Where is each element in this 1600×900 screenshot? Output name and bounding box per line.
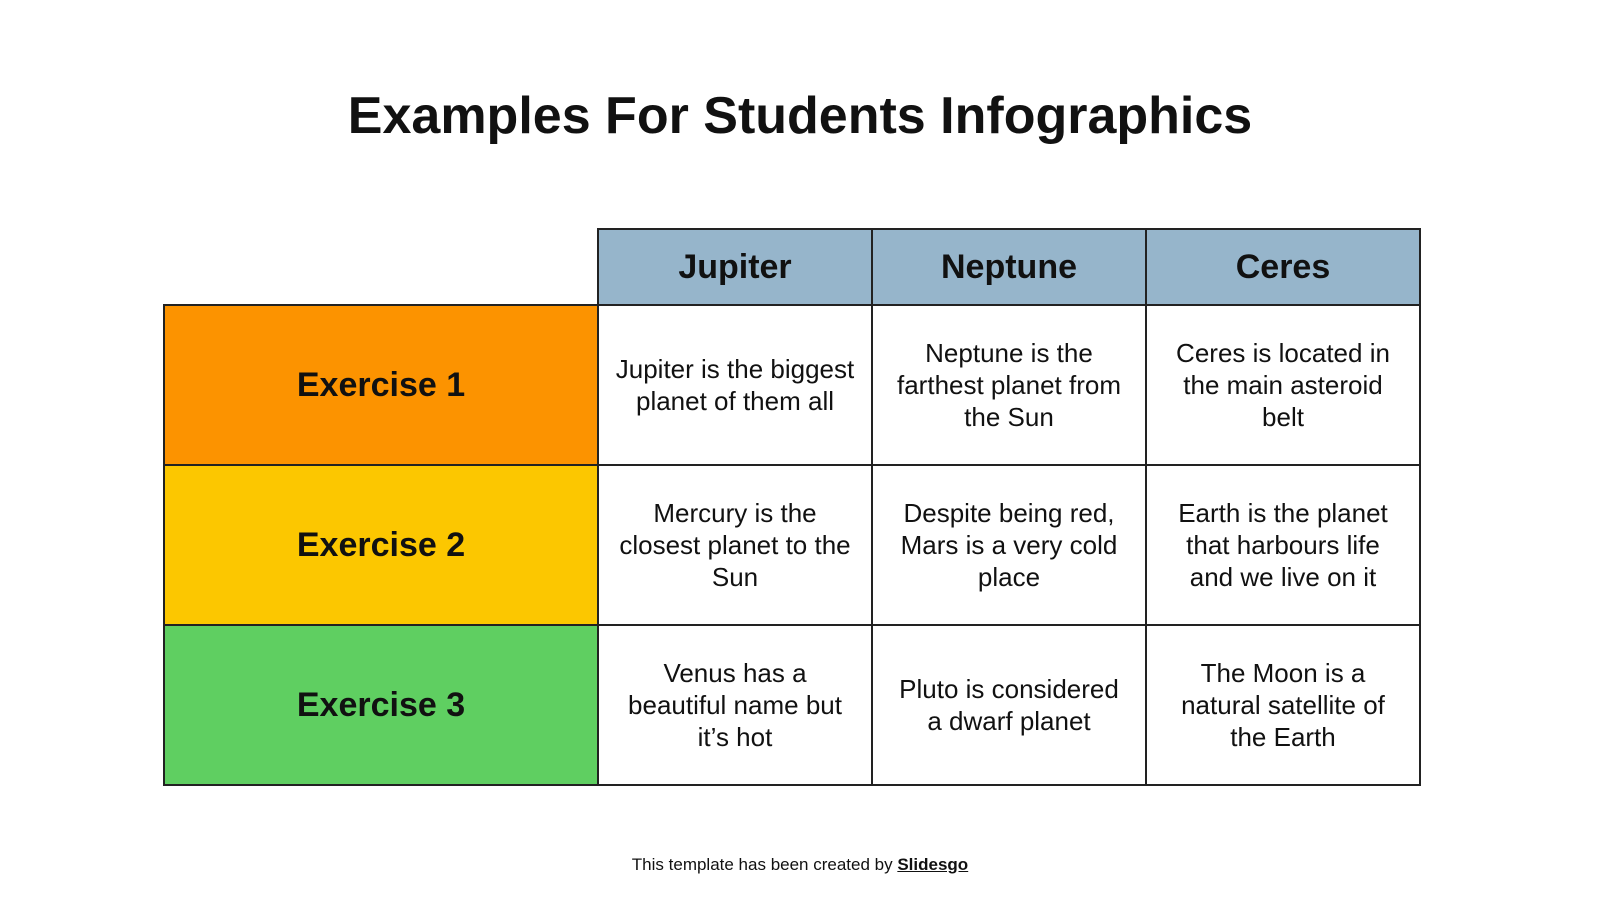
table-cell: Pluto is considered a dwarf planet bbox=[871, 624, 1147, 786]
table-row: Exercise 1 Jupiter is the biggest planet… bbox=[163, 304, 1421, 466]
slidesgo-link[interactable]: Slidesgo bbox=[897, 855, 969, 874]
footer-credit: This template has been created by Slides… bbox=[0, 855, 1600, 875]
table-row: Exercise 2 Mercury is the closest planet… bbox=[163, 464, 1421, 626]
table-header-row: Jupiter Neptune Ceres bbox=[164, 228, 1421, 306]
table-cell: The Moon is a natural satellite of the E… bbox=[1145, 624, 1421, 786]
table-cell: Jupiter is the biggest planet of them al… bbox=[597, 304, 873, 466]
empty-corner bbox=[164, 229, 598, 305]
table-cell: Earth is the planet that harbours life a… bbox=[1145, 464, 1421, 626]
table-cell: Venus has a beautiful name but it’s hot bbox=[597, 624, 873, 786]
column-header: Neptune bbox=[871, 228, 1147, 306]
column-header: Ceres bbox=[1145, 228, 1421, 306]
table-cell: Ceres is located in the main asteroid be… bbox=[1145, 304, 1421, 466]
column-header: Jupiter bbox=[597, 228, 873, 306]
table-cell: Despite being red, Mars is a very cold p… bbox=[871, 464, 1147, 626]
exercise-table: Jupiter Neptune Ceres Exercise 1 Jupiter… bbox=[163, 228, 1421, 786]
footer-text: This template has been created by bbox=[631, 855, 898, 874]
row-header: Exercise 2 bbox=[163, 464, 599, 626]
table-cell: Neptune is the farthest planet from the … bbox=[871, 304, 1147, 466]
table-row: Exercise 3 Venus has a beautiful name bu… bbox=[163, 624, 1421, 786]
table-cell: Mercury is the closest planet to the Sun bbox=[597, 464, 873, 626]
row-header: Exercise 3 bbox=[163, 624, 599, 786]
page-title: Examples For Students Infographics bbox=[347, 87, 1253, 145]
row-header: Exercise 1 bbox=[163, 304, 599, 466]
